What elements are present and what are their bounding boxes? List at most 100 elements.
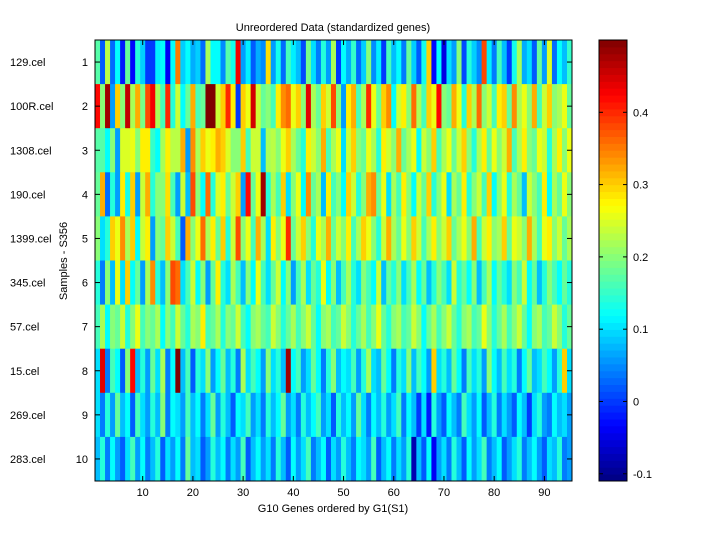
heatmap-cell bbox=[205, 260, 211, 305]
heatmap-cell bbox=[285, 40, 292, 85]
heatmap-cell bbox=[190, 260, 196, 305]
heatmap-cell bbox=[295, 40, 302, 85]
heatmap-cell bbox=[285, 172, 292, 217]
heatmap-cell bbox=[205, 304, 211, 350]
heatmap-cell bbox=[481, 84, 488, 129]
heatmap-cell bbox=[120, 348, 126, 394]
heatmap-cell bbox=[255, 348, 262, 394]
heatmap-cell bbox=[115, 40, 121, 85]
heatmap-cell bbox=[155, 216, 161, 261]
colorbar-swatch bbox=[599, 170, 627, 179]
heatmap-cell bbox=[336, 84, 342, 129]
heatmap-cell bbox=[516, 436, 523, 482]
heatmap-cell bbox=[371, 84, 377, 129]
heatmap-cell bbox=[521, 392, 528, 438]
heatmap-cell bbox=[210, 348, 216, 394]
heatmap-cell bbox=[310, 304, 317, 350]
heatmap-cell bbox=[376, 348, 382, 394]
heatmap-cell bbox=[115, 392, 121, 438]
heatmap-cell bbox=[200, 172, 206, 217]
heatmap-cell bbox=[140, 172, 146, 217]
heatmap-cell bbox=[496, 172, 503, 217]
heatmap-cell bbox=[120, 40, 126, 85]
colorbar-swatch bbox=[599, 460, 627, 468]
heatmap-cell bbox=[561, 392, 568, 438]
heatmap-cell bbox=[366, 216, 372, 261]
heatmap-cell bbox=[336, 348, 342, 394]
heatmap-cell bbox=[215, 84, 221, 129]
heatmap-cell bbox=[245, 260, 252, 305]
heatmap-cell bbox=[346, 128, 352, 173]
heatmap-cell bbox=[270, 172, 277, 217]
heatmap-cell bbox=[200, 436, 206, 482]
heatmap-cell bbox=[280, 40, 287, 85]
heatmap-cell bbox=[391, 84, 397, 129]
heatmap-cell bbox=[451, 260, 457, 305]
heatmap-cell bbox=[205, 216, 211, 261]
heatmap-cell bbox=[396, 348, 402, 394]
heatmap-cell bbox=[320, 436, 327, 482]
heatmap-cell bbox=[125, 128, 131, 173]
heatmap-cell bbox=[346, 348, 352, 394]
heatmap-cell bbox=[401, 40, 407, 85]
heatmap-cell bbox=[551, 260, 558, 305]
heatmap-cell bbox=[426, 436, 432, 482]
heatmap-cell bbox=[180, 392, 186, 438]
colorbar-swatch bbox=[599, 232, 627, 241]
heatmap-cell bbox=[275, 84, 282, 129]
heatmap-cell bbox=[130, 128, 136, 173]
heatmap-cell bbox=[536, 304, 543, 350]
heatmap-cell bbox=[346, 216, 352, 261]
heatmap-cell bbox=[200, 216, 206, 261]
heatmap-cell bbox=[391, 260, 397, 305]
heatmap-cell bbox=[135, 128, 141, 173]
heatmap-cell bbox=[456, 172, 462, 217]
colorbar-swatch bbox=[599, 253, 627, 261]
heatmap-cell bbox=[346, 304, 352, 350]
heatmap-cell bbox=[501, 304, 508, 350]
heatmap-cell bbox=[506, 40, 513, 85]
heatmap-cell bbox=[280, 172, 287, 217]
heatmap-cell bbox=[496, 392, 503, 438]
heatmap-cell bbox=[361, 172, 367, 217]
heatmap-cell bbox=[215, 392, 221, 438]
heatmap-cell bbox=[511, 172, 518, 217]
heatmap-cell bbox=[556, 436, 563, 482]
heatmap-cell bbox=[120, 172, 126, 217]
heatmap-cell bbox=[466, 392, 472, 438]
y-tick-label: 7 bbox=[82, 322, 88, 334]
heatmap-cell bbox=[105, 348, 111, 394]
heatmap-cell bbox=[461, 348, 467, 394]
heatmap-cell bbox=[180, 84, 186, 129]
heatmap-cell bbox=[205, 172, 211, 217]
heatmap-cell bbox=[325, 436, 332, 482]
heatmap-cell bbox=[305, 84, 312, 129]
heatmap-cell bbox=[320, 260, 327, 305]
heatmap-cell bbox=[150, 40, 156, 85]
heatmap-cell bbox=[361, 260, 367, 305]
heatmap-cell bbox=[330, 304, 337, 350]
heatmap-cell bbox=[270, 304, 277, 350]
heatmap-cell bbox=[391, 348, 397, 394]
heatmap-cell bbox=[135, 348, 141, 394]
heatmap-cell bbox=[295, 216, 302, 261]
heatmap-cell bbox=[325, 84, 332, 129]
heatmap-cell bbox=[511, 84, 518, 129]
heatmap-cell bbox=[180, 436, 186, 482]
heatmap-cell bbox=[260, 436, 267, 482]
heatmap-cell bbox=[250, 348, 257, 394]
heatmap-cell bbox=[180, 216, 186, 261]
heatmap-cell bbox=[110, 128, 116, 173]
heatmap-cell bbox=[325, 348, 332, 394]
heatmap-cell bbox=[100, 436, 106, 482]
heatmap-cell bbox=[351, 436, 357, 482]
colorbar-swatch bbox=[599, 412, 627, 420]
heatmap-cell bbox=[386, 436, 392, 482]
heatmap-cell bbox=[255, 304, 262, 350]
sample-row-label: 269.cel bbox=[10, 410, 45, 422]
heatmap-cell bbox=[125, 304, 131, 350]
heatmap-cell bbox=[190, 348, 196, 394]
heatmap-cell bbox=[466, 172, 472, 217]
heatmap-cell bbox=[386, 348, 392, 394]
heatmap-cell bbox=[471, 304, 477, 350]
